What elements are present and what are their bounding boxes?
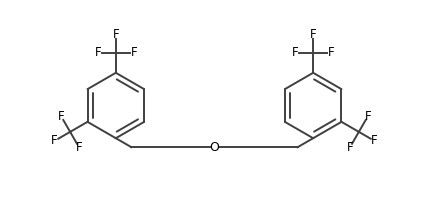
- Text: F: F: [112, 28, 119, 41]
- Text: F: F: [130, 46, 137, 59]
- Text: F: F: [371, 134, 378, 147]
- Text: F: F: [76, 141, 82, 154]
- Text: F: F: [292, 46, 299, 59]
- Text: F: F: [347, 141, 353, 154]
- Text: F: F: [94, 46, 101, 59]
- Text: F: F: [58, 110, 64, 123]
- Text: F: F: [365, 110, 371, 123]
- Text: O: O: [209, 141, 220, 154]
- Text: F: F: [310, 28, 317, 41]
- Text: F: F: [51, 134, 58, 147]
- Text: F: F: [328, 46, 335, 59]
